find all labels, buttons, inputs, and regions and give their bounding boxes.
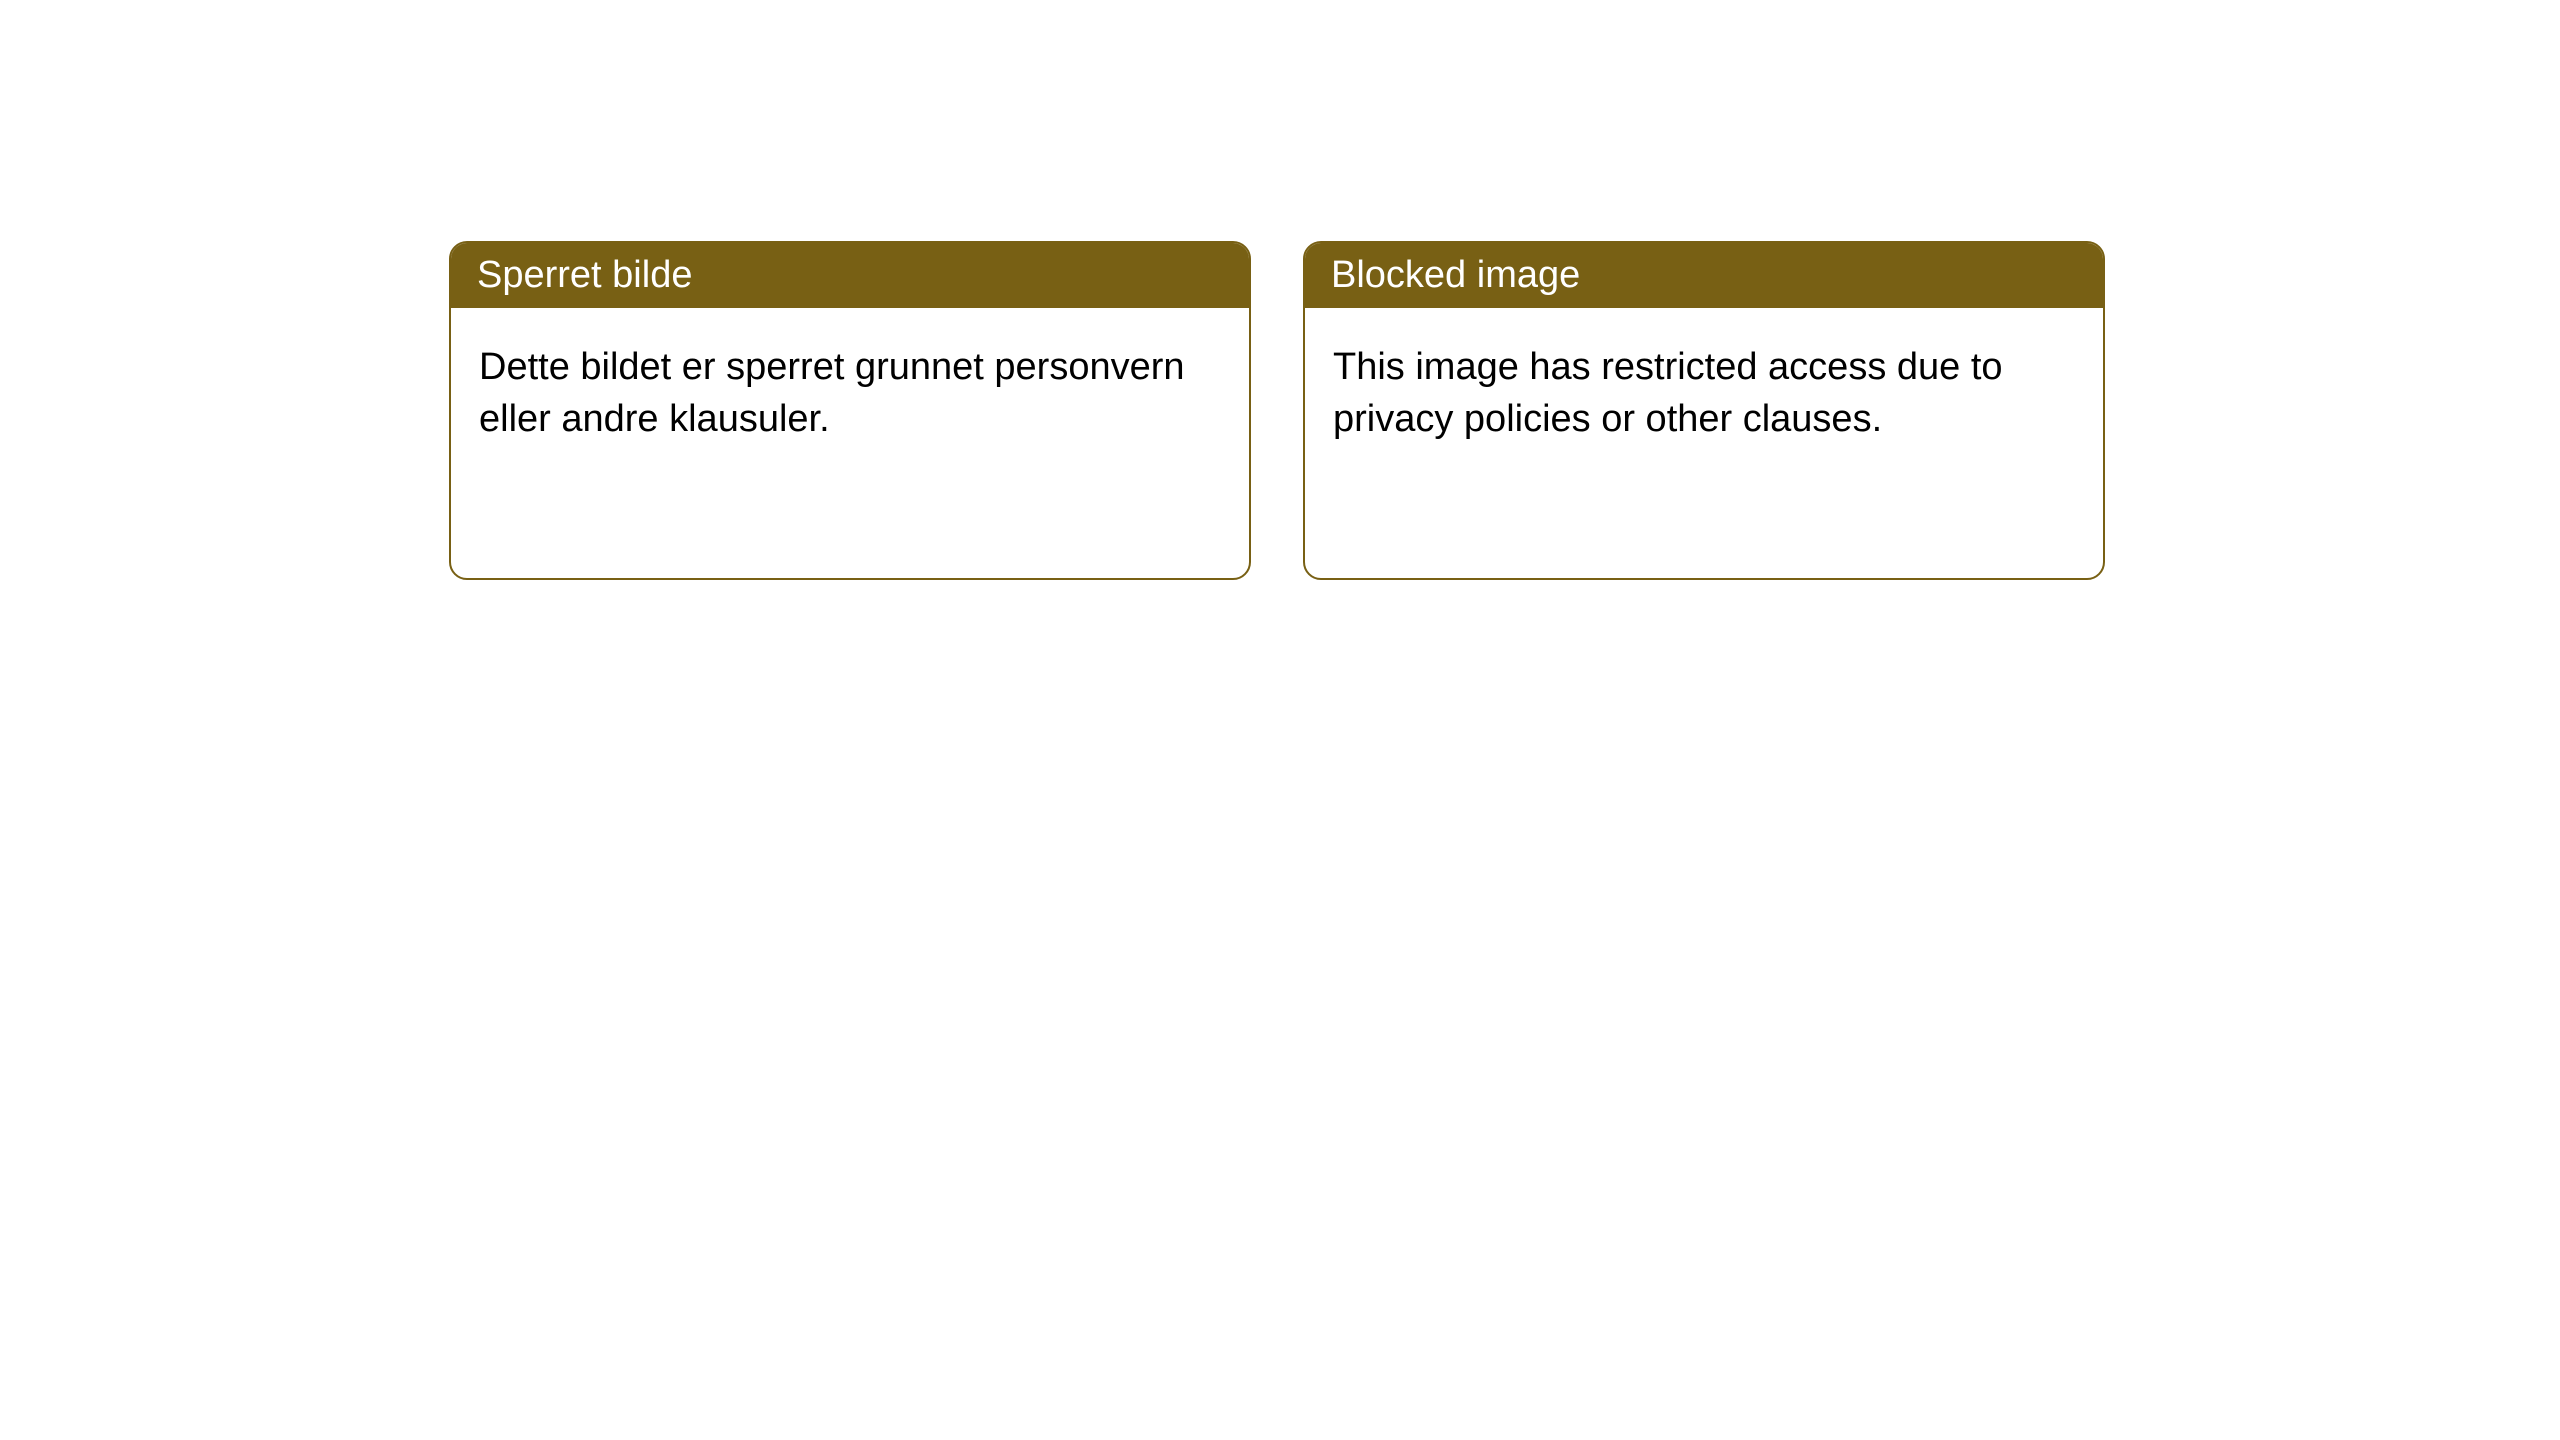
card-title: Blocked image	[1305, 243, 2103, 308]
card-body-text: This image has restricted access due to …	[1305, 308, 2103, 578]
notice-card-english: Blocked image This image has restricted …	[1303, 241, 2105, 580]
card-body-text: Dette bildet er sperret grunnet personve…	[451, 308, 1249, 578]
notice-container: Sperret bilde Dette bildet er sperret gr…	[0, 0, 2560, 580]
notice-card-norwegian: Sperret bilde Dette bildet er sperret gr…	[449, 241, 1251, 580]
card-title: Sperret bilde	[451, 243, 1249, 308]
